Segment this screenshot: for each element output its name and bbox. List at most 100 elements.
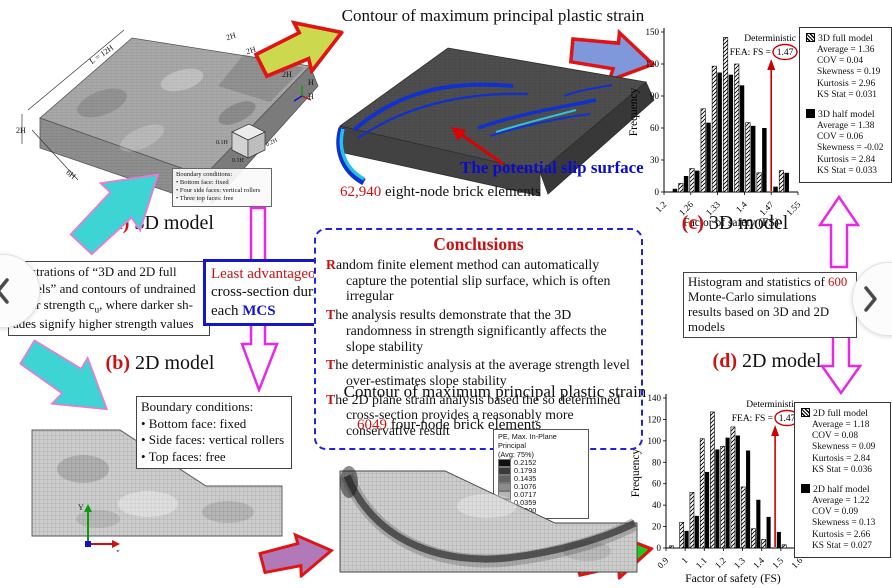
element-count-value: 6049	[357, 417, 387, 433]
svg-text:FEA: FS =: FEA: FS =	[730, 48, 771, 58]
svg-text:1.4: 1.4	[751, 555, 766, 570]
slip-surface-label: The potential slip surface	[460, 158, 644, 177]
conclusions-title: Conclusions	[433, 234, 524, 254]
top-contour-title: Contour of maximum principal plastic str…	[341, 6, 645, 25]
legend-stat: COV = 0.08	[812, 431, 859, 442]
panel-d-label: (d) 2D model	[687, 350, 847, 373]
solid-swatch-icon	[806, 109, 815, 119]
legend-series-name: 3D full model	[806, 33, 888, 45]
abaqus-legend-title: PE, Max. In-Plane Principal	[498, 432, 557, 450]
magenta-arrow-up-icon	[818, 194, 860, 269]
right-note-text: Histogram and statistics of	[688, 275, 829, 289]
conclusion-item: The analysis results demonstrate that th…	[326, 307, 607, 354]
svg-text:80: 80	[652, 457, 662, 467]
svg-text:140: 140	[648, 393, 662, 403]
svg-text:60: 60	[650, 123, 660, 133]
legend-stat: Average = 1.22	[812, 495, 870, 506]
svg-text:30: 30	[650, 155, 660, 165]
svg-text:90: 90	[650, 91, 660, 101]
panel-d-name: 2D model	[742, 350, 822, 372]
solid-swatch-icon	[801, 484, 810, 494]
dimension-label: 2H	[16, 126, 26, 135]
axis-y-label: Y	[78, 503, 84, 512]
left-note-line: models” and contours of undrained	[13, 280, 196, 296]
abaqus-legend-row: 0.1076	[498, 482, 584, 492]
svg-text:1.47: 1.47	[777, 48, 794, 58]
color-swatch	[498, 467, 511, 476]
boundary-conditions-3d: Boundary conditions: • Bottom face: fixe…	[172, 168, 272, 207]
2d-contour-figure	[339, 466, 639, 573]
panel-c-label: (c) 3D model	[655, 212, 815, 235]
svg-text:20: 20	[652, 522, 662, 532]
chevron-left-icon	[0, 278, 9, 304]
axis-x-label: x	[116, 547, 120, 552]
svg-text:1.47: 1.47	[779, 414, 796, 424]
dimension-label: H	[308, 78, 314, 87]
cube-dimension-label: 0.1H	[216, 140, 228, 146]
boundary-item: • Bottom face: fixed	[176, 179, 229, 187]
legend-stat: Kurtosis = 2.66	[812, 529, 871, 540]
hatched-swatch-icon	[801, 408, 810, 417]
svg-text:100: 100	[648, 436, 662, 446]
blue-arrow-icon	[568, 28, 657, 84]
conclusions-box: Conclusions Random finite element method…	[314, 228, 643, 450]
histogram-3d-legend: 3D full model Average = 1.36 COV = 0.04 Ske…	[799, 27, 892, 184]
legend-stat: Kurtosis = 2.96	[817, 78, 876, 89]
boundary-title: Boundary conditions:	[141, 399, 254, 414]
conclusions-list: Random finite element method can automat…	[326, 257, 631, 439]
svg-text:1.5: 1.5	[770, 555, 785, 570]
svg-text:1.1: 1.1	[694, 555, 709, 570]
panel-a-name: 3D model	[134, 212, 214, 234]
legend-stat: KS Stat = 0.036	[812, 464, 872, 475]
svg-text:1.2: 1.2	[713, 555, 728, 570]
legend-stat: KS Stat = 0.031	[817, 89, 877, 100]
svg-text:Deterministic: Deterministic	[746, 400, 798, 410]
legend-stat: KS Stat = 0.033	[817, 166, 877, 177]
boundary-item: • Top faces: free	[141, 448, 226, 464]
svg-text:Frequency: Frequency	[628, 87, 640, 136]
histogram-2d-legend: 2D full model Average = 1.18 COV = 0.08 Ske…	[794, 402, 891, 559]
3d-contour-figure	[336, 47, 655, 197]
color-swatch	[498, 483, 511, 492]
mcs-line: Least advantageous	[211, 266, 329, 282]
right-note-highlight: 600	[828, 275, 848, 289]
legend-stat: Skewness = 0.19	[817, 67, 881, 78]
legend-stat: Skewness = -0.02	[817, 143, 884, 154]
abaqus-legend-row: 0.2152	[498, 458, 584, 468]
svg-text:150: 150	[646, 27, 660, 37]
legend-series-name: 2D full model	[801, 408, 887, 420]
element-count-3d: 62,940 eight-node brick elements	[340, 184, 541, 201]
legend-stat: COV = 0.06	[817, 132, 864, 143]
svg-text:Factor of safety (FS): Factor of safety (FS)	[683, 217, 779, 229]
element-count-suffix: eight-node brick elements	[381, 184, 541, 200]
panel-d-prefix: (d)	[712, 350, 737, 372]
svg-text:0: 0	[657, 543, 662, 553]
legend-stat: Average = 1.36	[817, 44, 875, 55]
boundary-item: • Four side faces: vertical rollers	[176, 187, 261, 195]
conclusion-item: Random finite element method can automat…	[326, 257, 611, 304]
cyan-arrow-up-icon	[69, 173, 160, 256]
bottom-contour-title: Contour of maximum principal plastic str…	[343, 382, 647, 401]
svg-text:0.9: 0.9	[655, 555, 670, 570]
2d-model-mesh-figure	[31, 429, 283, 537]
subscript-u: u	[94, 304, 100, 315]
element-count-value: 62,940	[340, 184, 382, 200]
legend-stat: Kurtosis = 2.84	[817, 154, 876, 165]
left-note-line: Illustrations of “3D and 2D full	[13, 264, 177, 279]
left-note-line: , where darker sh-	[99, 297, 193, 313]
purple-arrow-icon	[258, 532, 335, 580]
boundary-item: • Three top faces: free	[176, 195, 234, 203]
legend-series-name: 2D half model	[801, 484, 887, 496]
legend-stat: COV = 0.04	[817, 56, 864, 67]
dimension-label: 2H	[282, 70, 292, 79]
cyan-arrow-down-icon	[19, 339, 109, 411]
svg-text:120: 120	[648, 414, 662, 424]
abaqus-legend-row: 0.1793	[498, 466, 584, 476]
legend-stat: Average = 1.38	[817, 120, 875, 131]
carousel-next-button[interactable]	[852, 262, 892, 336]
conclusion-item: The deterministic analysis at the averag…	[326, 357, 630, 389]
legend-stat: Kurtosis = 2.84	[812, 453, 871, 464]
svg-text:60: 60	[652, 479, 662, 489]
